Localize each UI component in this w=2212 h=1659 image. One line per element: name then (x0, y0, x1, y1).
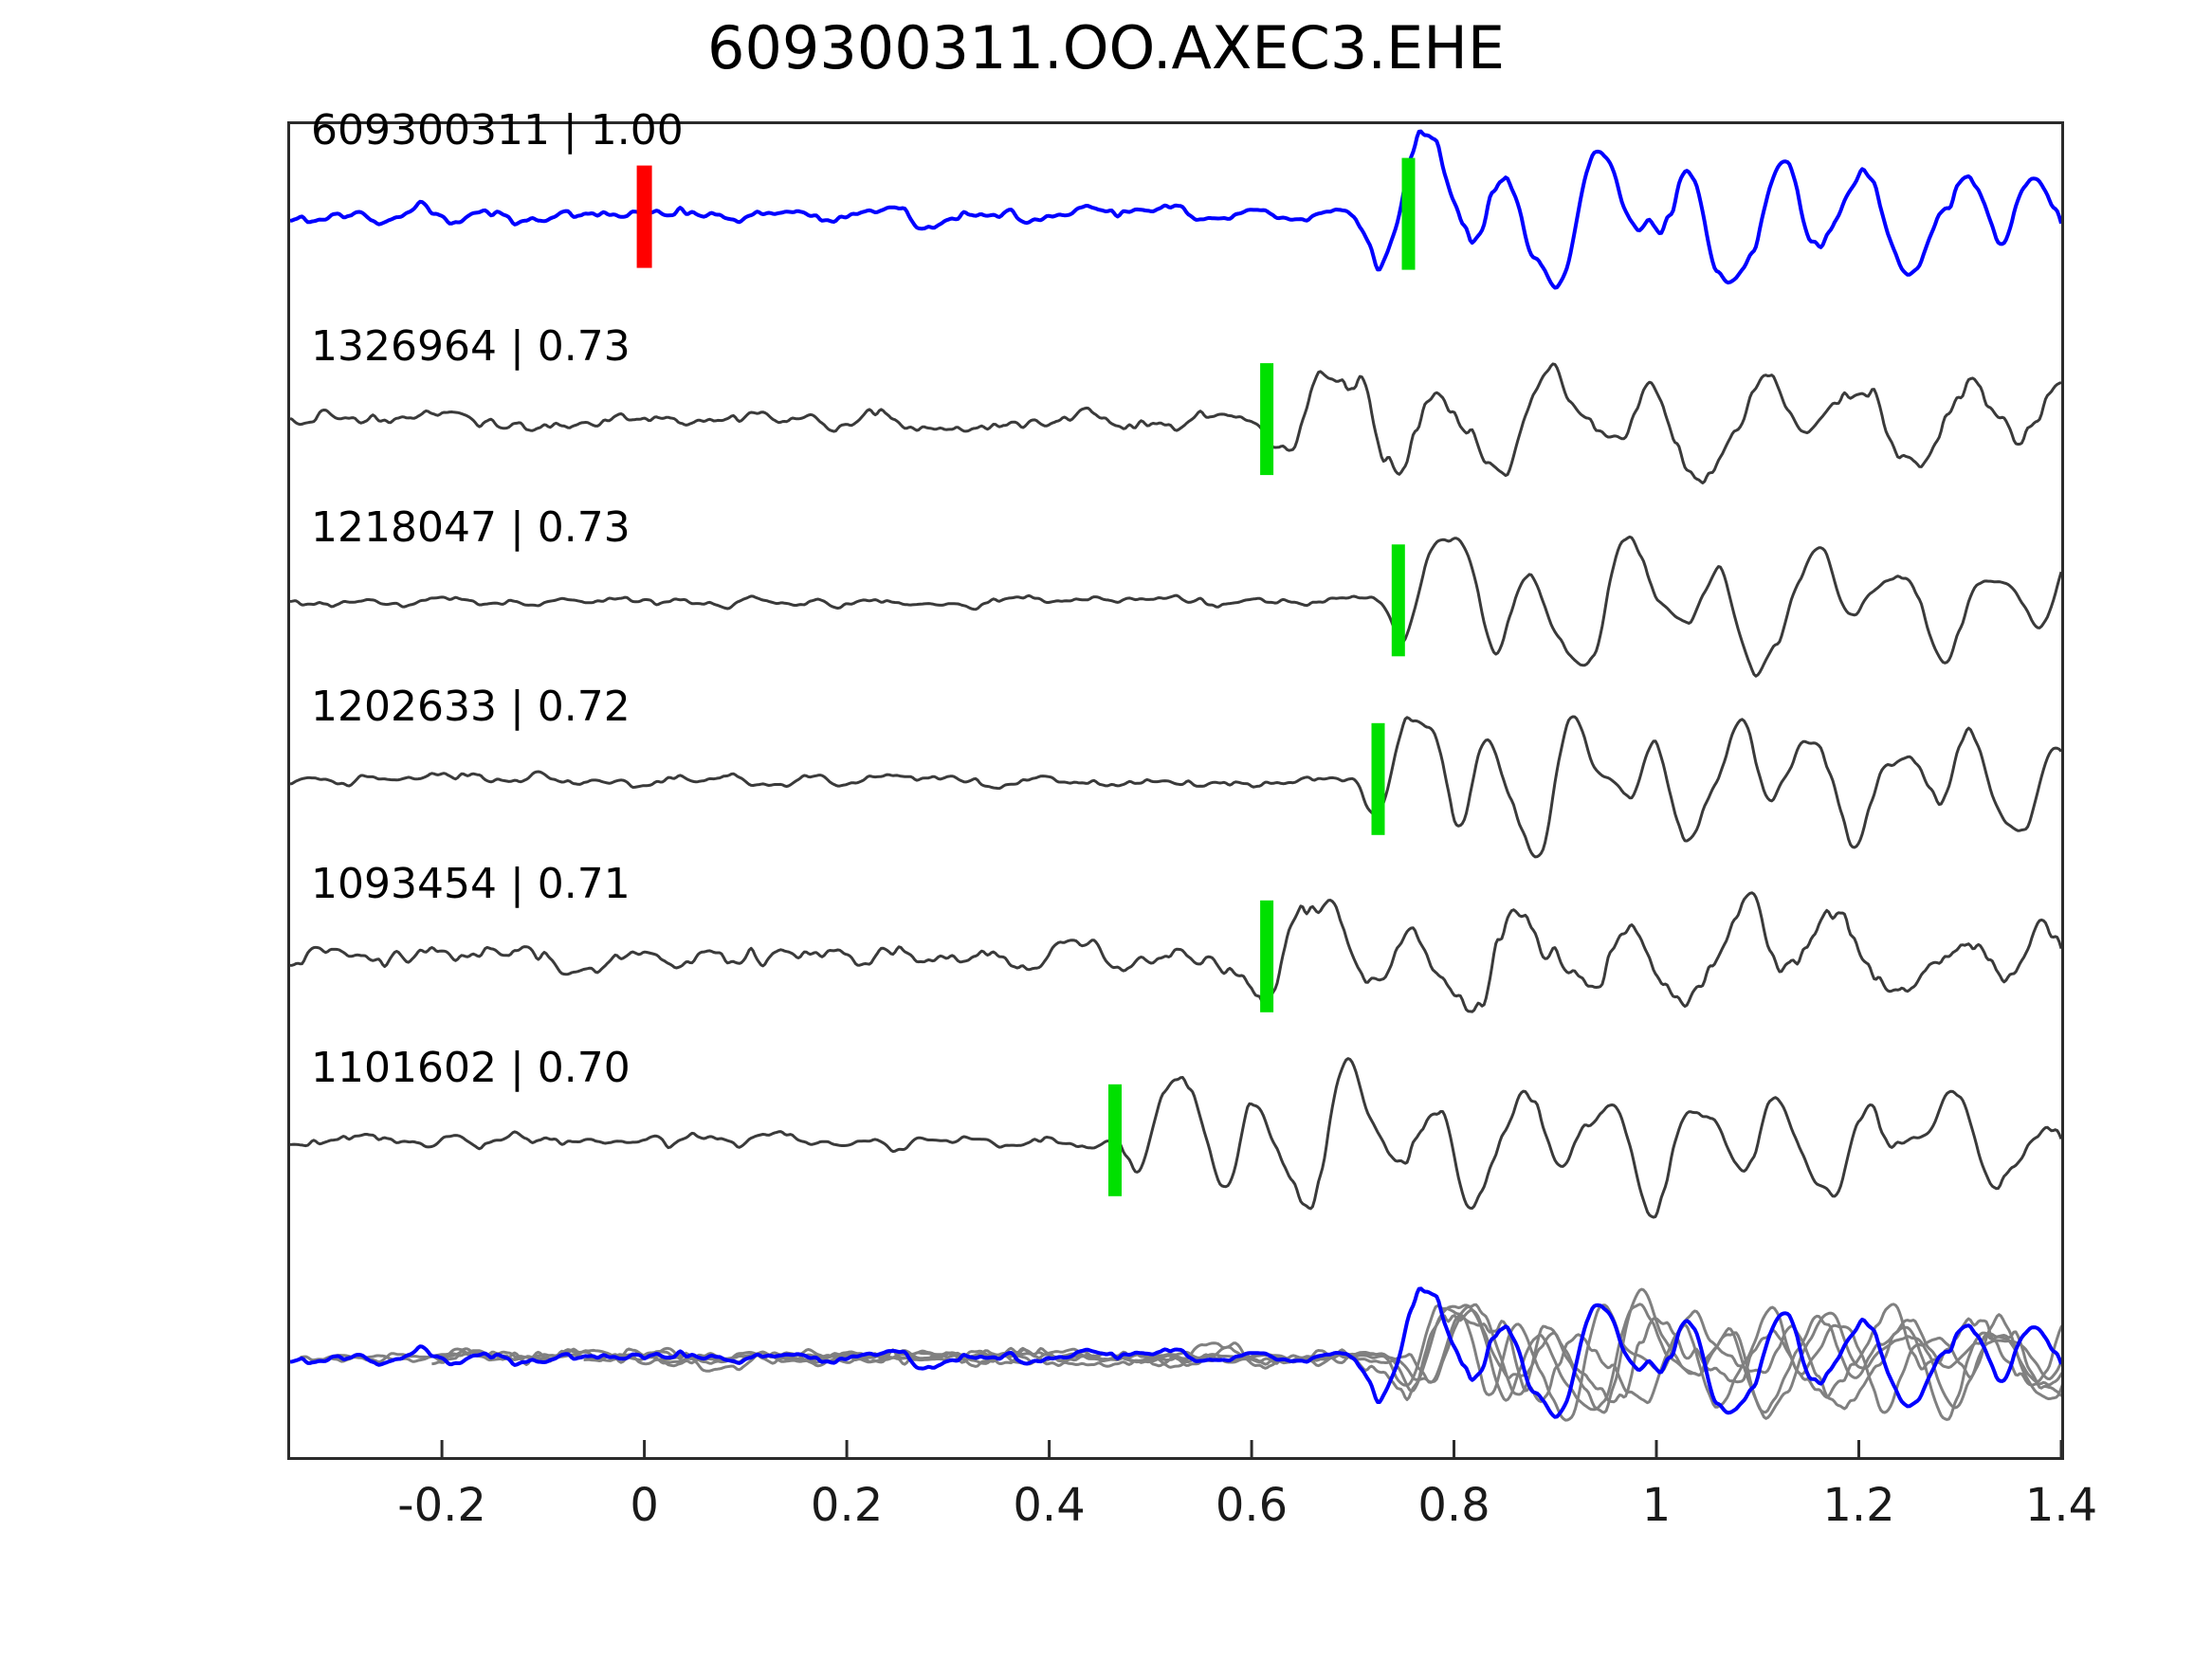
trace-label: 1101602 | 0.70 (311, 1043, 631, 1092)
waveform-trace (290, 715, 2061, 859)
x-tick-label: 0.2 (810, 1479, 884, 1532)
x-tick-label: 0.6 (1215, 1479, 1289, 1532)
stacked-template-trace (290, 1286, 2061, 1419)
waveform-trace (290, 891, 2061, 1013)
waveform-trace (290, 129, 2061, 290)
trace-label: 609300311 | 1.00 (311, 105, 684, 155)
page-title: 609300311.OO.AXEC3.EHE (707, 13, 1505, 82)
trace-label: 1093454 | 0.71 (311, 859, 631, 908)
waveform-trace (290, 362, 2061, 484)
x-tick-marks (440, 1440, 2061, 1457)
pick-marker (1260, 900, 1274, 1012)
markers-group (636, 157, 1416, 1196)
trace-label: 1326964 | 0.73 (311, 322, 631, 372)
origin-marker (636, 165, 652, 268)
x-tick-label: 1 (1641, 1479, 1672, 1532)
traces-group (290, 129, 2061, 1422)
pick-marker (1108, 1084, 1122, 1196)
pick-marker (1391, 544, 1405, 657)
x-tick-label: 1.2 (1822, 1479, 1895, 1532)
pick-marker (1371, 722, 1385, 835)
stacked-overlay-trace (431, 1303, 2061, 1404)
trace-label: 1218047 | 0.73 (311, 503, 631, 553)
pick-marker (1260, 363, 1274, 476)
x-tick-label: 0.4 (1013, 1479, 1086, 1532)
x-tick-label: -0.2 (397, 1479, 486, 1532)
x-tick-label: 0.8 (1417, 1479, 1490, 1532)
waveform-svg (290, 129, 2061, 1457)
x-tick-label: 0 (630, 1479, 659, 1532)
x-tick-label: 1.4 (2024, 1479, 2098, 1532)
waveform-trace (290, 1057, 2061, 1219)
waveform-trace (290, 535, 2061, 678)
trace-label: 1202633 | 0.72 (311, 682, 631, 731)
pick-marker (1401, 157, 1416, 270)
plot-axes (287, 121, 2064, 1460)
